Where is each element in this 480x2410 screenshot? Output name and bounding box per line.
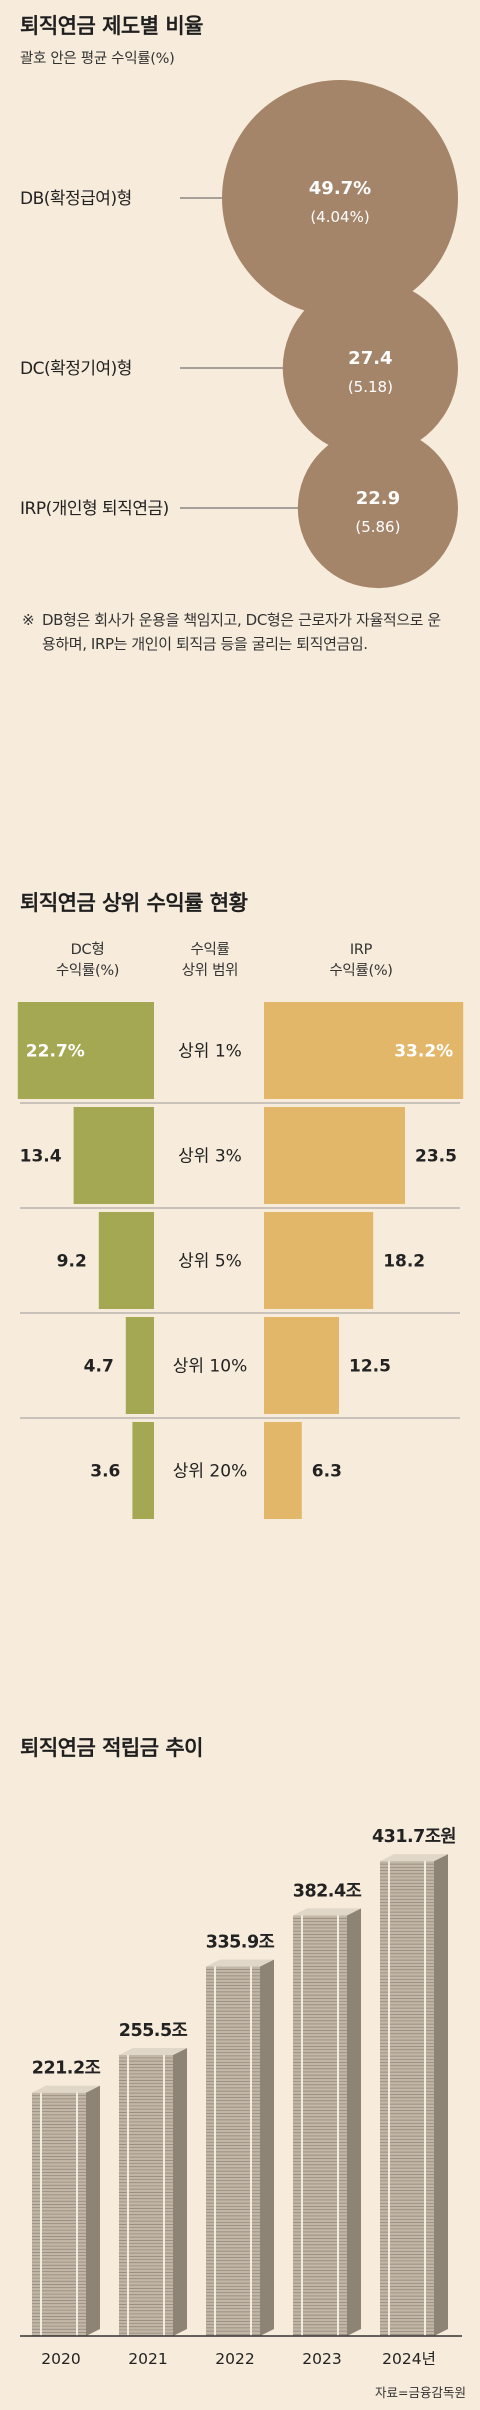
category-label-0: 상위 1% xyxy=(178,1042,242,1062)
bubble-chart: DB(확정급여)형 49.7% (4.04%) DC(확정기여)형 27.4 (5.18)… xyxy=(20,80,459,589)
stack-year-4: 2024년 xyxy=(382,2350,436,2368)
stack-bar-1 xyxy=(119,2047,187,2336)
dc-value-3: 4.7 xyxy=(84,1357,114,1377)
irp-bar-3 xyxy=(264,1317,339,1414)
bubble-label-0: DB(확정급여)형 xyxy=(20,189,132,209)
bubble-2 xyxy=(297,427,458,589)
stack-bar-chart: 221.2조 2020 255.5조 2021 335.9조 2022 382.4조 2023… xyxy=(20,1827,462,2368)
irp-bar-2 xyxy=(264,1212,374,1309)
bubble-label-2: IRP(개인형 퇴직연금) xyxy=(20,499,169,519)
stack-side-2 xyxy=(260,1959,274,2336)
bubble-value-2: 22.9 xyxy=(356,488,400,509)
header-mid-line2: 상위 범위 xyxy=(181,963,239,979)
category-label-1: 상위 3% xyxy=(178,1147,242,1167)
stack-top-0 xyxy=(32,2085,100,2093)
stack-value-2: 335.9조 xyxy=(206,1933,275,1953)
stack-value-3: 382.4조 xyxy=(293,1881,362,1901)
dc-bar-0 xyxy=(17,1002,154,1099)
stack-year-2: 2022 xyxy=(215,2350,254,2368)
stack-side-3 xyxy=(347,1908,361,2336)
bubble-sub-1: (5.18) xyxy=(348,378,393,396)
irp-value-1: 23.5 xyxy=(415,1147,457,1167)
stack-top-1 xyxy=(119,2047,187,2055)
stack-bar-2 xyxy=(206,1959,274,2336)
bubble-0 xyxy=(222,80,458,316)
note-text: DB형은 회사가 운용을 책임지고, DC형은 근로자가 자율적으로 운용하며,… xyxy=(42,611,441,653)
section1-title: 퇴직연금 제도별 비율 xyxy=(20,14,204,38)
stack-value-0: 221.2조 xyxy=(32,2059,101,2079)
stack-side-1 xyxy=(173,2047,187,2336)
dc-bar-3 xyxy=(125,1317,154,1414)
stack-value-4: 431.7조원 xyxy=(372,1827,456,1847)
bubble-label-1: DC(확정기여)형 xyxy=(20,359,132,379)
header-dc: DC형 수익률(%) xyxy=(20,940,155,982)
header-mid-line1: 수익률 xyxy=(190,942,230,958)
stack-year-3: 2023 xyxy=(302,2350,341,2368)
category-label-2: 상위 5% xyxy=(178,1252,242,1272)
dc-bar-2 xyxy=(98,1212,154,1309)
dc-bar-4 xyxy=(132,1422,154,1519)
bubble-value-0: 49.7% xyxy=(309,178,371,199)
irp-bar-4 xyxy=(264,1422,302,1519)
section2-title: 퇴직연금 상위 수익률 현황 xyxy=(20,891,248,915)
irp-value-0: 33.2% xyxy=(394,1042,453,1062)
bubble-1 xyxy=(282,280,459,456)
bubble-sub-2: (5.86) xyxy=(355,518,400,536)
bubble-value-1: 27.4 xyxy=(348,348,392,369)
header-dc-line1: DC형 xyxy=(70,942,105,958)
bubble-sub-0: (4.04%) xyxy=(310,208,369,226)
stack-top-2 xyxy=(206,1959,274,1967)
section3-title: 퇴직연금 적립금 추이 xyxy=(20,1736,204,1760)
stack-side-0 xyxy=(86,2085,100,2336)
category-label-4: 상위 20% xyxy=(173,1462,247,1482)
irp-bar-0 xyxy=(264,1002,464,1099)
dc-value-4: 3.6 xyxy=(90,1462,120,1482)
stack-value-1: 255.5조 xyxy=(119,2021,188,2041)
section1-note: ※ DB형은 회사가 운용을 책임지고, DC형은 근로자가 자율적으로 운용하… xyxy=(22,608,442,656)
header-dc-line2: 수익률(%) xyxy=(55,963,120,979)
header-irp: IRP 수익률(%) xyxy=(262,940,460,982)
stack-bar-4 xyxy=(380,1854,448,2336)
header-irp-line2: 수익률(%) xyxy=(329,963,393,979)
irp-value-3: 12.5 xyxy=(349,1357,391,1377)
note-mark: ※ xyxy=(22,611,35,629)
stack-top-4 xyxy=(380,1854,448,1862)
dc-value-1: 13.4 xyxy=(20,1147,62,1167)
header-mid: 수익률 상위 범위 xyxy=(158,940,262,982)
irp-bar-1 xyxy=(264,1107,405,1204)
stack-year-0: 2020 xyxy=(41,2350,80,2368)
irp-value-2: 18.2 xyxy=(383,1252,425,1272)
stack-bar-0 xyxy=(32,2085,100,2337)
source-note: 자료=금융감독원 xyxy=(375,2385,466,2400)
dc-value-0: 22.7% xyxy=(26,1042,85,1062)
irp-value-4: 6.3 xyxy=(312,1462,342,1482)
stack-bar-3 xyxy=(293,1908,361,2336)
dc-bar-1 xyxy=(73,1107,154,1204)
dc-value-2: 9.2 xyxy=(57,1252,87,1272)
stack-side-4 xyxy=(434,1854,448,2336)
stack-top-3 xyxy=(293,1908,361,1916)
header-irp-line1: IRP xyxy=(349,942,373,958)
category-label-3: 상위 10% xyxy=(173,1357,247,1377)
butterfly-chart: 22.7% 상위 1% 33.2% 13.4 상위 3% 23.5 9.2 상위 5% 18.2… xyxy=(17,1002,464,1519)
stack-year-1: 2021 xyxy=(128,2350,167,2368)
section1-subtitle: 괄호 안은 평균 수익률(%) xyxy=(20,51,175,67)
